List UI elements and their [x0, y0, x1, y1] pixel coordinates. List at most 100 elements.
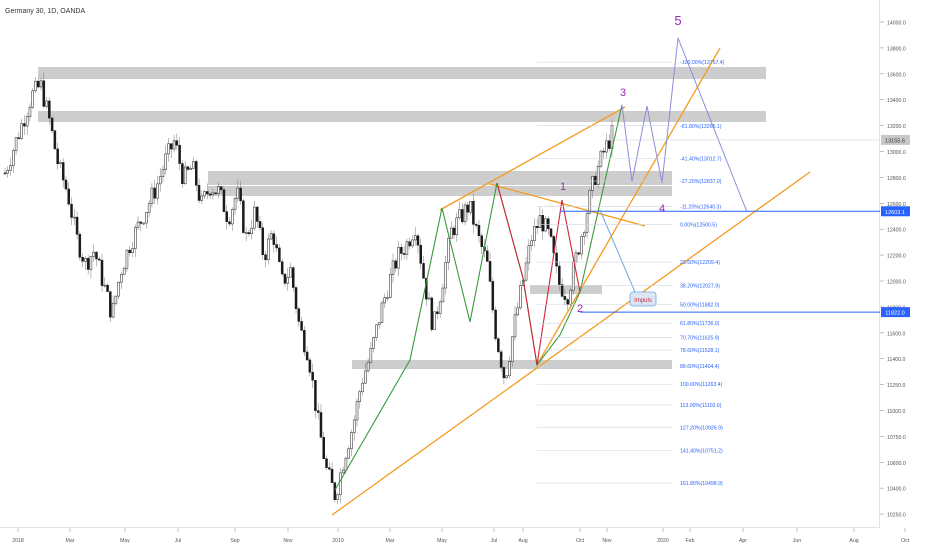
y-tick-label: 12400.0 — [887, 228, 906, 234]
y-tick-label: 10400.0 — [887, 487, 906, 493]
price-axis[interactable] — [879, 0, 932, 528]
impulse-pointer — [599, 209, 636, 293]
candle-body — [258, 221, 262, 228]
candle-body — [114, 295, 118, 304]
green-wave-path — [334, 104, 623, 491]
candle-body — [588, 190, 592, 214]
candle-body — [242, 200, 245, 233]
candle-body — [355, 401, 359, 421]
candle-body — [20, 123, 23, 139]
candle-body — [352, 419, 356, 433]
candle-body — [447, 238, 450, 263]
candle-body — [571, 261, 575, 291]
fib-level-label: 70.70%(11625.9) — [680, 335, 720, 341]
candle-body — [449, 227, 453, 239]
candle-body — [203, 191, 206, 197]
candle-body — [206, 191, 209, 195]
x-tick-label: Mar — [66, 538, 75, 544]
support-trendline — [331, 171, 811, 516]
impulse-callout-box — [629, 291, 657, 307]
x-tick-label: Jul — [175, 538, 182, 544]
candle-body — [217, 186, 220, 194]
y-tick-label: 12600.0 — [887, 202, 906, 208]
x-tick-label: Jun — [793, 538, 801, 544]
candle-body — [330, 468, 334, 483]
candle-body — [6, 169, 10, 174]
candle-body — [311, 371, 314, 381]
candle-body — [358, 391, 362, 402]
candle-body — [577, 252, 580, 255]
impulse-label: Impuls — [634, 298, 652, 304]
y-tick-label: 10750.0 — [887, 435, 906, 441]
resistance-zone — [208, 171, 672, 185]
candle-body — [328, 467, 331, 470]
candle-body — [394, 260, 398, 269]
candle-body — [189, 168, 192, 170]
candle-body — [594, 176, 597, 186]
x-tick-label: Jul — [491, 538, 498, 544]
candle-body — [73, 216, 76, 219]
x-tick-label: 2020 — [657, 538, 669, 544]
y-tick-label: 13000.0 — [887, 150, 906, 156]
y-tick-label: 12200.0 — [887, 254, 906, 260]
candle-body — [186, 166, 190, 170]
candle-body — [339, 472, 342, 496]
candle-body — [405, 241, 409, 255]
candle-body — [211, 192, 215, 196]
y-tick-label: 10250.0 — [887, 513, 906, 519]
candle-body — [380, 302, 384, 323]
price-tag-label: 11822.0 — [885, 311, 904, 317]
candle-body — [136, 221, 140, 228]
x-tick-label: Aug — [849, 538, 858, 544]
candle-body — [344, 457, 348, 471]
candle-body — [466, 204, 470, 213]
candle-body — [92, 251, 95, 257]
candle-body — [530, 240, 533, 247]
candle-body — [200, 195, 204, 201]
candle-body — [555, 252, 558, 267]
candle-body — [563, 296, 567, 300]
candle-body — [59, 162, 62, 165]
candle-body — [84, 258, 87, 262]
candle-body — [408, 241, 411, 247]
candle-body — [236, 187, 240, 199]
candle-body — [150, 187, 154, 204]
candle-body — [300, 321, 303, 331]
candle-body — [585, 212, 589, 233]
descending-trendline — [489, 183, 646, 227]
candle-body — [50, 117, 54, 131]
y-tick-label: 11250.0 — [887, 383, 905, 389]
candle-body — [366, 361, 370, 372]
candle-body — [364, 370, 367, 384]
time-axis[interactable] — [0, 527, 880, 550]
candle-body — [591, 176, 594, 191]
candle-body — [109, 291, 112, 318]
resistance-zone — [530, 285, 602, 294]
candle-body — [391, 260, 395, 275]
candle-body — [208, 193, 212, 196]
candle-body — [103, 284, 107, 287]
candle-body — [278, 247, 281, 262]
candle-body — [427, 297, 431, 300]
candle-body — [292, 267, 295, 288]
candle-body — [131, 248, 134, 253]
candle-body — [106, 284, 109, 292]
price-tag-box — [881, 206, 910, 217]
candle-body — [369, 348, 373, 363]
candle-body — [128, 249, 131, 253]
candle-body — [524, 262, 528, 281]
candle-body — [461, 209, 464, 223]
candle-body — [34, 80, 37, 92]
fib-level-label: -11.20%(12640.3) — [680, 204, 721, 210]
candle-body — [78, 234, 82, 258]
fib-level-label: 113.00%(11102.6) — [680, 403, 722, 409]
candle-body — [413, 235, 417, 241]
candle-body — [505, 375, 508, 379]
x-tick-label: Nov — [602, 538, 612, 544]
candle-body — [386, 297, 389, 299]
x-tick-label: Aug — [518, 538, 527, 544]
candle-body — [580, 236, 583, 255]
candle-body — [497, 338, 500, 353]
candle-body — [153, 187, 156, 199]
